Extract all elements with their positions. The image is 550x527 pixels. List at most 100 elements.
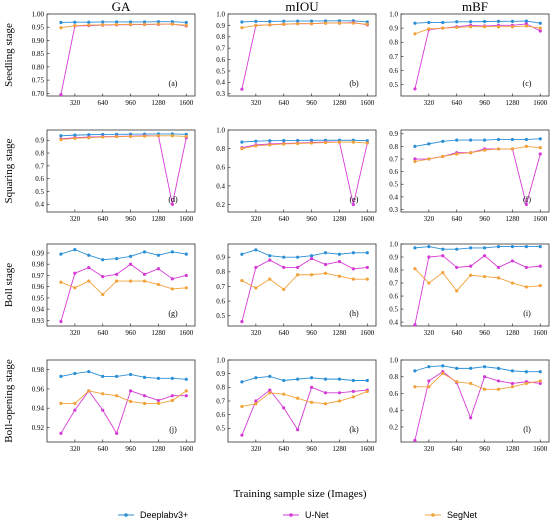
data-point (240, 147, 244, 151)
data-point (538, 26, 542, 30)
data-point (282, 19, 286, 23)
plot-frame (227, 243, 377, 327)
data-point (101, 258, 105, 262)
data-point (427, 27, 431, 31)
data-point (101, 292, 105, 297)
data-point (482, 246, 487, 250)
data-point (413, 369, 417, 373)
chart-panel: 0.5 0.6 0.7 0.8 0.9 1.0 320 640 960 1280 1600 (k) (216, 356, 377, 453)
data-point (496, 25, 501, 29)
data-point (59, 431, 63, 435)
y-tick-label: 0.95 (32, 294, 45, 302)
data-point (351, 389, 355, 394)
y-tick-label: 1.0 (389, 240, 398, 248)
plot-frame (46, 129, 196, 213)
y-tick-label: 0.5 (216, 67, 225, 75)
series-line (60, 280, 187, 296)
data-point (156, 401, 161, 406)
data-point (337, 140, 342, 144)
data-point (59, 401, 63, 406)
data-point (156, 22, 161, 26)
data-point (254, 399, 258, 403)
data-point (240, 433, 244, 437)
x-tick-label: 1280 (151, 329, 166, 337)
y-tick-label: 0.6 (389, 390, 398, 398)
x-tick-label: 320 (424, 445, 435, 453)
panel-label: (k) (349, 425, 359, 434)
data-point (510, 369, 515, 373)
data-point (365, 389, 369, 394)
data-point (482, 19, 487, 24)
y-tick-label: 0.9 (216, 22, 225, 30)
y-tick-label: 0.98 (32, 261, 45, 269)
data-point (87, 265, 91, 270)
data-point (351, 21, 355, 25)
y-tick-label: 0.5 (35, 188, 44, 196)
chart-panel: 0.4 0.5 0.6 0.7 0.8 0.9 320 640 960 1280 1600 (d) (35, 129, 196, 223)
x-tick-label: 320 (424, 99, 435, 107)
data-point (427, 379, 431, 383)
data-point (282, 378, 286, 383)
data-point (524, 285, 528, 289)
data-point (240, 320, 244, 324)
x-tick-label: 960 (306, 445, 317, 453)
y-tick-label: 0.8 (216, 145, 225, 153)
chart-panel: 0.2 0.4 0.6 0.8 1.0 320 640 960 1280 1600 (l) (389, 356, 550, 453)
data-point (254, 248, 258, 252)
data-point (413, 323, 417, 327)
data-point (73, 133, 77, 137)
y-tick-label: 0.80 (32, 63, 45, 71)
legend-item: SegNet (425, 510, 478, 520)
data-point (296, 428, 300, 432)
data-point (240, 252, 244, 256)
data-point (184, 273, 188, 278)
data-point (73, 408, 77, 412)
y-tick-label: 0.94 (32, 405, 45, 413)
data-point (365, 251, 369, 255)
data-point (469, 264, 473, 268)
data-point (337, 377, 342, 381)
y-tick-label: 0.8 (216, 33, 225, 41)
data-point (413, 32, 417, 36)
y-tick-label: 0.4 (216, 79, 225, 87)
data-point (538, 381, 542, 386)
data-point (524, 202, 528, 207)
data-point (482, 274, 487, 279)
series-line (414, 25, 541, 35)
data-point (268, 388, 272, 392)
series-line (241, 272, 368, 290)
data-point (510, 245, 515, 249)
y-tick-label: 0.9 (216, 254, 225, 262)
row-label: Boll-opening stage (3, 359, 15, 443)
y-tick-label: 0.3 (216, 90, 225, 98)
x-tick-label: 1600 (533, 99, 548, 107)
series-line (414, 138, 541, 147)
y-tick-label: 1.0 (389, 10, 398, 18)
data-point (240, 26, 244, 30)
row-label: Squaring stage (3, 138, 15, 203)
data-point (254, 144, 258, 148)
data-point (184, 389, 188, 393)
data-point (455, 20, 459, 24)
data-point (101, 135, 105, 139)
data-point (365, 22, 369, 26)
data-point (282, 142, 286, 146)
x-tick-label: 1600 (179, 329, 194, 337)
data-point (142, 272, 147, 276)
data-point (510, 385, 515, 389)
data-point (268, 19, 272, 24)
data-point (323, 262, 328, 267)
series-line (414, 372, 541, 390)
data-point (282, 287, 286, 291)
y-tick-label: 1.0 (389, 356, 398, 364)
y-tick-label: 0.5 (216, 425, 225, 433)
series-line (414, 145, 541, 162)
x-tick-label: 1280 (332, 99, 347, 107)
column-title: GA (112, 0, 131, 14)
x-tick-label: 320 (251, 445, 262, 453)
x-tick-label: 1600 (360, 99, 375, 107)
data-point (156, 398, 161, 403)
y-tick-label: 0.4 (35, 201, 44, 209)
x-tick-label: 960 (125, 215, 136, 223)
data-point (282, 138, 286, 143)
